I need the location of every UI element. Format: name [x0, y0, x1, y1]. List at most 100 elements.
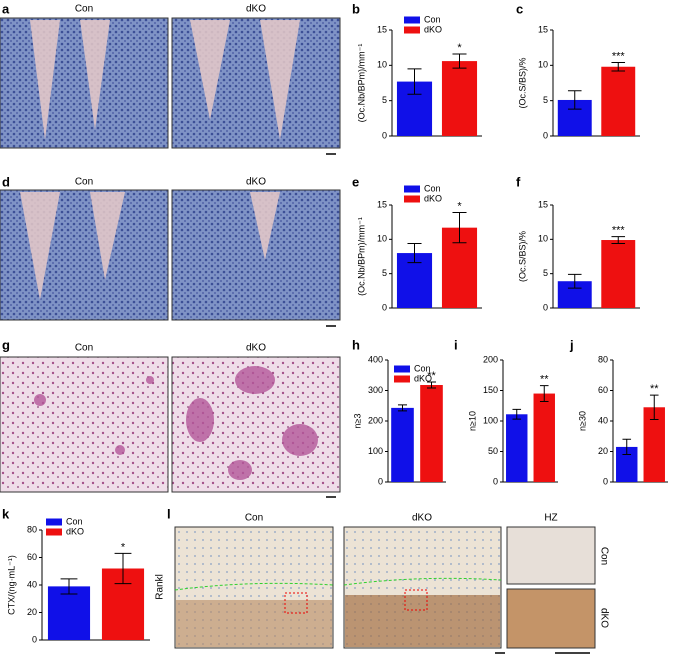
y-axis-label: (Oc.Nb/BPm)/mm⁻¹: [356, 217, 366, 296]
bone-zone: [345, 595, 500, 647]
legend-swatch: [404, 26, 420, 34]
y-tick-label: 60: [27, 552, 37, 562]
caption: HZ: [544, 513, 557, 524]
y-tick-label: 10: [538, 234, 548, 244]
error-bar: [407, 242, 422, 264]
caption: dKO: [246, 4, 266, 15]
y-tick-label: 5: [382, 268, 387, 278]
legend-swatch: [46, 518, 62, 526]
panel-label: c: [516, 1, 523, 16]
y-tick-label: 50: [488, 446, 498, 456]
error-bar: [407, 68, 422, 95]
bone-zone: [176, 600, 332, 647]
y-tick-label: 15: [538, 199, 548, 209]
y-tick-label: 0: [32, 634, 37, 644]
y-tick-label: 10: [538, 60, 548, 70]
caption: Con: [75, 4, 93, 15]
y-tick-label: 400: [368, 354, 383, 364]
y-axis-label: (Oc.S/BS)/%: [517, 231, 527, 282]
panel-label: d: [2, 174, 10, 189]
y-tick-label: 5: [382, 95, 387, 105]
caption: dKO: [246, 177, 266, 188]
caption: Con: [245, 513, 263, 524]
legend-swatch: [404, 16, 420, 24]
panel-label: b: [352, 1, 360, 16]
error-bar: [512, 408, 522, 420]
legend-swatch: [394, 375, 410, 383]
bar: [506, 414, 528, 482]
bar: [391, 407, 414, 482]
legend-swatch: [404, 195, 420, 203]
annotation: ***: [612, 224, 626, 236]
error-bar: [567, 273, 582, 289]
y-axis-label: n≥3: [352, 414, 362, 429]
caption: Con: [75, 343, 93, 354]
y-tick-label: 0: [378, 476, 383, 486]
bar: [616, 446, 638, 482]
y-tick-label: 150: [483, 385, 498, 395]
annotation: **: [540, 374, 549, 386]
y-tick-label: 80: [598, 354, 608, 364]
bar: [601, 66, 636, 136]
error-bar: [611, 62, 626, 72]
bar: [601, 240, 636, 308]
caption: Con: [75, 177, 93, 188]
y-tick-label: 60: [598, 385, 608, 395]
boundary: [174, 577, 502, 591]
y-tick-label: 0: [603, 476, 608, 486]
y-axis-label: (Oc.S/BS)/%: [517, 57, 527, 108]
legend-label: dKO: [66, 526, 84, 536]
y-tick-label: 100: [483, 415, 498, 425]
bone-trabeculae: [20, 192, 280, 300]
caption: Con: [598, 547, 609, 565]
y-axis-label: CTX/(ng·mL⁻¹): [6, 555, 16, 615]
legend-label: Con: [424, 14, 441, 24]
panel-label: l: [167, 506, 171, 521]
y-tick-label: 300: [368, 385, 383, 395]
scale-bars: [326, 153, 590, 654]
bar: [643, 407, 665, 482]
y-tick-label: 20: [598, 446, 608, 456]
error-bar: [426, 381, 437, 389]
legend-label: dKO: [414, 373, 432, 383]
error-bar: [622, 438, 632, 456]
y-axis-label: n≥30: [577, 411, 587, 431]
y-tick-label: 0: [382, 130, 387, 140]
bar: [533, 393, 555, 482]
annotation: ***: [612, 50, 626, 62]
bar: [420, 385, 443, 482]
legend-label: dKO: [424, 193, 442, 203]
osteoclasts: [34, 366, 318, 480]
legend-label: Con: [424, 183, 441, 193]
y-tick-label: 0: [493, 476, 498, 486]
y-tick-label: 10: [377, 234, 387, 244]
panel-label: i: [454, 337, 458, 352]
legend-label: Con: [414, 363, 431, 373]
error-bar: [567, 90, 582, 110]
y-tick-label: 5: [543, 95, 548, 105]
error-bar: [114, 552, 132, 585]
caption: dKO: [412, 513, 432, 524]
panel-label: j: [569, 337, 574, 352]
bar: [441, 61, 478, 136]
y-tick-label: 15: [377, 24, 387, 34]
error-bar: [611, 236, 626, 244]
error-bar: [649, 394, 659, 420]
panel-label: a: [2, 1, 10, 16]
y-tick-label: 15: [538, 24, 548, 34]
bone-trabeculae: [30, 20, 300, 140]
inset-box: [404, 589, 428, 611]
micrograph: [506, 526, 596, 585]
y-axis-label: n≥10: [467, 411, 477, 431]
y-tick-label: 80: [27, 524, 37, 534]
bar: [47, 586, 91, 640]
panel-label: k: [2, 506, 10, 521]
y-tick-label: 20: [27, 607, 37, 617]
panel-label: e: [352, 174, 359, 189]
panel-label: h: [352, 337, 360, 352]
inset-box: [284, 592, 308, 614]
caption: dKO: [246, 343, 266, 354]
error-bar: [452, 53, 467, 69]
y-tick-label: 0: [543, 130, 548, 140]
